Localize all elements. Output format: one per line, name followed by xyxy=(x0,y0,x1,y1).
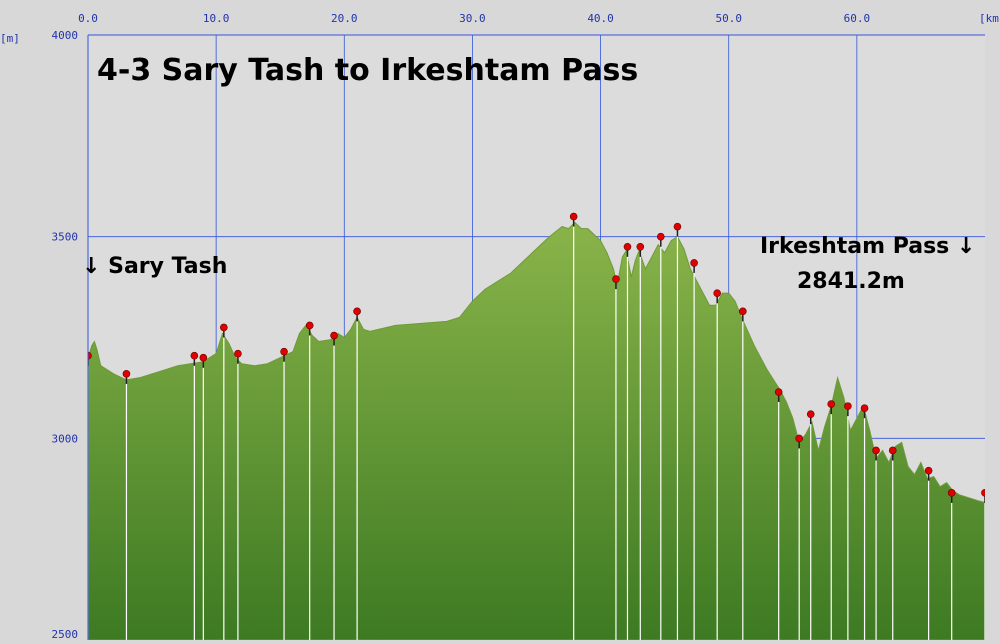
waypoint-marker xyxy=(330,331,338,640)
waypoint-marker xyxy=(190,351,199,640)
waypoint-marker xyxy=(690,259,698,640)
waypoint-marker xyxy=(280,347,288,640)
waypoint-marker xyxy=(860,404,869,640)
waypoint-marker xyxy=(981,489,985,640)
waypoint-marker xyxy=(305,321,314,640)
axes: 0.0 10.0 20.0 30.0 40.0 50.0 60.0 [km] 4000 3500 3… xyxy=(0,12,1000,641)
x-tick-label: 0.0 xyxy=(78,12,98,25)
start-label: ↓ Sary Tash xyxy=(82,254,227,279)
x-tick-label: 60.0 xyxy=(844,12,871,25)
chart-title: 4-3 Sary Tash to Irkeshtam Pass xyxy=(97,53,638,88)
x-tick-label: 10.0 xyxy=(203,12,230,25)
waypoint-marker xyxy=(713,289,721,640)
waypoint-marker xyxy=(88,351,92,640)
waypoint-marker xyxy=(872,446,880,640)
waypoint-marker xyxy=(122,370,131,640)
waypoint-marker xyxy=(199,353,208,640)
x-tick-label: 40.0 xyxy=(587,12,614,25)
y-tick-label: 2500 xyxy=(52,628,79,640)
end-label-line1: Irkeshtam Pass ↓ xyxy=(760,234,975,259)
waypoint-marker xyxy=(844,402,852,640)
x-unit-label: [km] xyxy=(979,12,1000,25)
waypoint-marker xyxy=(353,307,361,640)
waypoint-marker xyxy=(774,388,783,640)
waypoint-marker xyxy=(888,446,897,640)
waypoint-marker xyxy=(234,349,242,640)
waypoint-marker xyxy=(947,489,956,640)
end-label-line2: 2841.2m xyxy=(797,269,905,294)
waypoint-marker xyxy=(636,243,645,640)
waypoint-marker xyxy=(656,232,665,640)
waypoint-marker xyxy=(673,222,682,640)
waypoint-marker xyxy=(612,275,620,640)
waypoint-marker xyxy=(827,400,836,640)
elevation-profile-area xyxy=(88,221,985,640)
y-tick-label: 3500 xyxy=(52,231,79,244)
waypoint-marker xyxy=(569,212,578,640)
waypoint-marker xyxy=(739,307,747,640)
waypoint-marker xyxy=(623,243,632,640)
y-unit-label: [m] xyxy=(0,32,20,45)
x-tick-label: 30.0 xyxy=(459,12,486,25)
waypoint-marker xyxy=(924,466,933,640)
x-tick-label: 20.0 xyxy=(331,12,358,25)
waypoint-marker xyxy=(795,434,803,640)
y-tick-label: 4000 xyxy=(52,29,79,42)
waypoints xyxy=(88,212,985,640)
waypoint-marker xyxy=(220,323,228,640)
x-tick-label: 50.0 xyxy=(715,12,742,25)
elevation-area xyxy=(88,221,985,640)
y-tick-label: 3000 xyxy=(52,432,79,445)
waypoint-marker xyxy=(806,410,815,640)
